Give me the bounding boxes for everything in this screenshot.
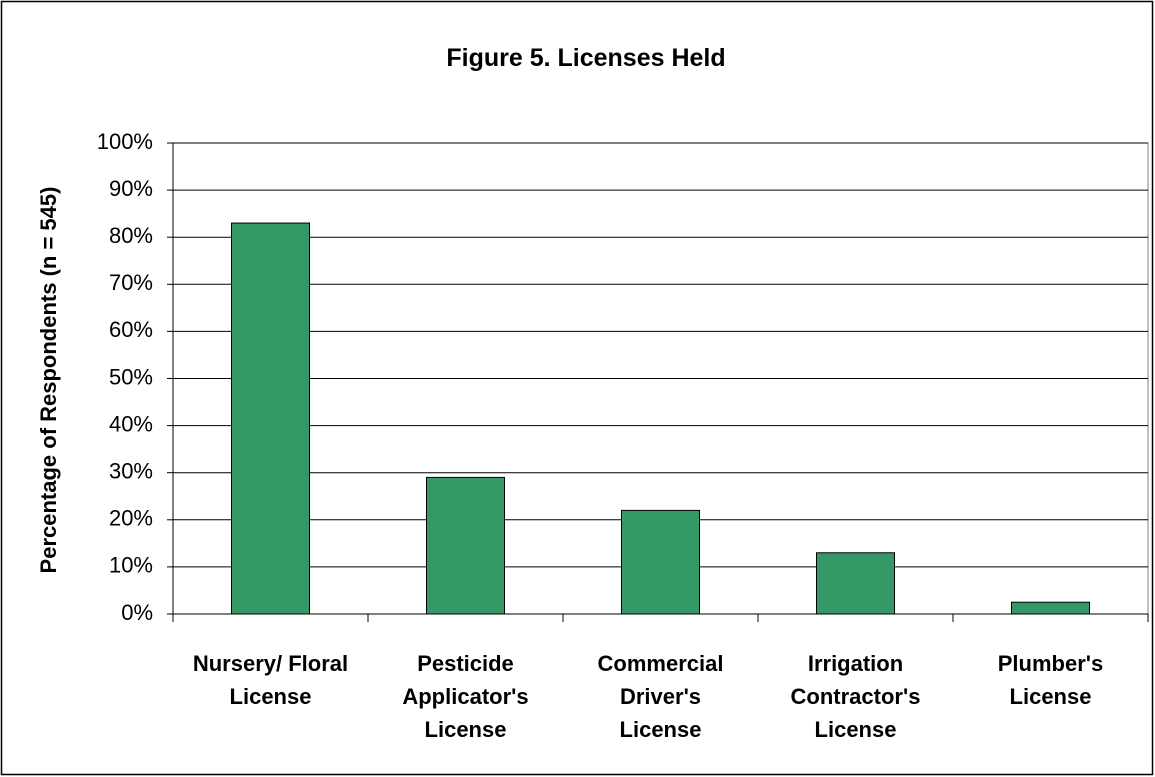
y-tick-label: 10% (109, 553, 153, 578)
y-tick-label: 90% (109, 176, 153, 201)
y-tick-label: 80% (109, 223, 153, 248)
bar (1011, 601, 1090, 615)
bar (231, 222, 310, 615)
x-tick-label: Plumber's License (998, 651, 1104, 709)
chart-title: Figure 5. Licenses Held (446, 44, 725, 72)
x-tick-label: Commercial Driver's License (598, 651, 724, 742)
y-tick-label: 0% (121, 600, 153, 625)
y-tick-label: 30% (109, 459, 153, 484)
bar (621, 509, 700, 615)
y-tick-label: 50% (109, 364, 153, 389)
y-tick-label: 60% (109, 317, 153, 342)
x-tick-label: Pesticide Applicator's License (402, 651, 528, 742)
y-axis-label: Percentage of Respondents (n = 545) (36, 187, 61, 574)
y-tick-label: 100% (97, 129, 153, 154)
y-tick-label: 20% (109, 506, 153, 531)
y-tick-label: 40% (109, 411, 153, 436)
bar (426, 476, 505, 615)
x-tick-label: Nursery/ Floral License (193, 651, 348, 709)
y-tick-label: 70% (109, 270, 153, 295)
bar (816, 552, 895, 615)
x-tick-label: Irrigation Contractor's License (791, 651, 921, 742)
